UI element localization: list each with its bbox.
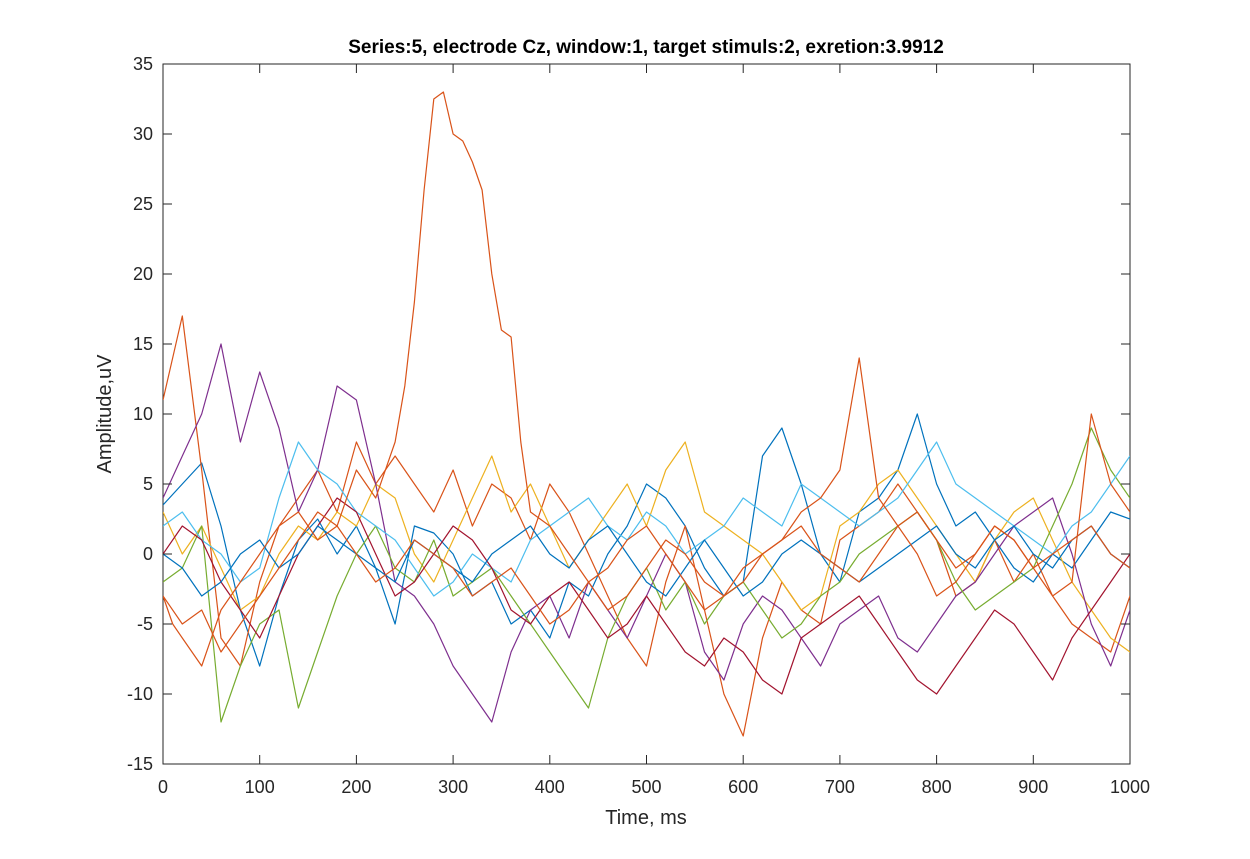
y-tick-label: 15 — [133, 334, 153, 354]
x-tick-label: 100 — [245, 777, 275, 797]
y-tick-label: 35 — [133, 54, 153, 74]
series-line-9 — [163, 357, 1130, 653]
x-tick-label: 1000 — [1110, 777, 1150, 797]
x-tick-label: 0 — [158, 777, 168, 797]
y-tick-label: 20 — [133, 264, 153, 284]
series-line-6 — [163, 441, 1130, 597]
tick-layer: 0 100 200 300 400 500 600 700 800 900 1000-15-10-5… — [127, 54, 1150, 797]
x-tick-label: 300 — [438, 777, 468, 797]
x-tick-label: 500 — [631, 777, 661, 797]
y-tick-label: 10 — [133, 404, 153, 424]
x-tick-label: 600 — [728, 777, 758, 797]
chart-title: Series:5, electrode Cz, window:1, target… — [348, 37, 944, 58]
x-tick-label: 800 — [922, 777, 952, 797]
x-tick-label: 700 — [825, 777, 855, 797]
x-tick-label: 200 — [341, 777, 371, 797]
y-tick-label: -15 — [127, 754, 153, 774]
y-tick-label: 0 — [143, 544, 153, 564]
x-tick-label: 900 — [1018, 777, 1048, 797]
y-tick-label: 5 — [143, 474, 153, 494]
y-axis-label: Amplitude,uV — [94, 354, 116, 474]
y-tick-label: -10 — [127, 684, 153, 704]
plot-area: 0 100 200 300 400 500 600 700 800 900 1000-15-10-5… — [127, 54, 1150, 797]
x-axis-label: Time, ms — [605, 807, 686, 829]
series-layer — [163, 91, 1130, 737]
x-tick-label: 400 — [535, 777, 565, 797]
y-tick-label: 30 — [133, 124, 153, 144]
y-tick-label: 25 — [133, 194, 153, 214]
series-line-peak — [163, 91, 1130, 667]
y-tick-label: -5 — [137, 614, 153, 634]
